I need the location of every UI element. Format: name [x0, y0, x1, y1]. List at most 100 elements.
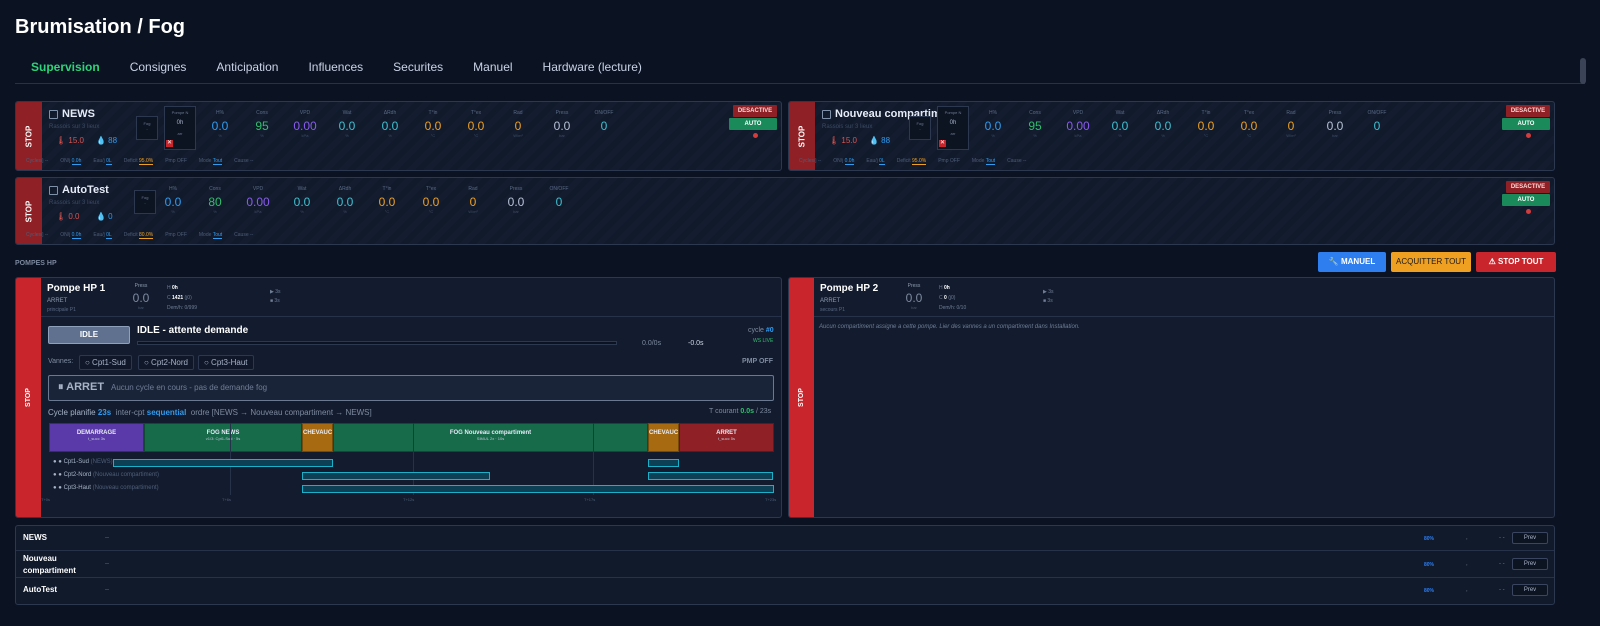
- tab-manuel[interactable]: Manuel: [473, 60, 513, 74]
- metric-h-: H% 0.0%: [164, 186, 182, 214]
- timeline-track: ● ● Cpt3-Haut (Nouveau compartiment): [49, 483, 774, 495]
- metric-wat: Wat 0.0%: [338, 110, 356, 138]
- page-title: Brumisation / Fog: [15, 16, 185, 38]
- pump-2-name: Pompe HP 2: [820, 283, 879, 294]
- cycle-number: cycle #0: [748, 327, 774, 334]
- compartment-checkbox[interactable]: [822, 109, 831, 119]
- compartment-footer: Cycles/j -- ON/j 0.0h Eau/j 0L Deficit 8…: [26, 232, 254, 239]
- compartment-checkbox[interactable]: [49, 109, 58, 119]
- metric-press: Press 0.0 bar: [507, 186, 525, 214]
- cycles-per-day: Cycles/j --: [799, 158, 822, 164]
- tab-securites[interactable]: Securites: [393, 60, 444, 74]
- pmp-off-status: PMP OFF: [742, 358, 773, 365]
- metric-cons: Cons 80%: [208, 186, 222, 214]
- tab-consignes[interactable]: Consignes: [129, 60, 187, 74]
- idle-state-button[interactable]: IDLE: [48, 326, 130, 344]
- metric-t-ex: T°ex 0.0 °C: [1240, 110, 1258, 138]
- water-per-day: Eau/j 0L: [93, 158, 112, 165]
- tab-supervision[interactable]: Supervision: [31, 60, 100, 74]
- compartment-stop-button[interactable]: STOP: [16, 102, 42, 170]
- metric-vpd: VPD 0.00 kPa: [246, 186, 270, 214]
- compartment-checkbox[interactable]: [49, 185, 58, 195]
- pump-1-times: ▶ 3s ■ 3s: [270, 289, 281, 304]
- pump-1-role: principale P1: [47, 307, 76, 313]
- table-row[interactable]: Nouveau compartiment -- 80% , - - Prev: [16, 551, 1554, 578]
- arret-status-box: [48, 375, 774, 401]
- compartment-subtitle: Rassois sur 3 lieux: [822, 124, 873, 130]
- deficit: Deficit 95.0%: [896, 158, 927, 165]
- metric-rad: Rad 0 W/m²: [513, 110, 523, 138]
- compartment-name: AutoTest: [49, 184, 109, 196]
- close-icon[interactable]: ✕: [166, 140, 173, 147]
- valve-open-bar: [113, 459, 333, 467]
- prev-button[interactable]: Prev: [1512, 532, 1548, 544]
- tab-hardware[interactable]: Hardware (lecture): [542, 60, 642, 74]
- metric-t-in: T°in 0.0 °C: [1197, 110, 1215, 138]
- metric-on-off: ON/OFF 0: [1367, 110, 1387, 133]
- table-row[interactable]: AutoTest -- 80% , - - Prev: [16, 578, 1554, 604]
- compartment-subtitle: Rassois sur 3 lieux: [49, 200, 100, 206]
- close-icon[interactable]: ✕: [939, 140, 946, 147]
- fog-box: Fog -: [909, 116, 931, 140]
- pump-2-times: ▶ 3s ■ 3s: [1043, 289, 1054, 304]
- humidity-value: 💧 88: [96, 136, 118, 145]
- timeline-axis-label: T+6s: [222, 497, 232, 502]
- metric-wat: Wat 0.0%: [1111, 110, 1129, 138]
- pump-1-info: H 0h C 1421 (j0) Dem/h: 0/999: [167, 285, 198, 311]
- desactive-button[interactable]: DESACTIVE: [1506, 105, 1550, 117]
- progress-value: 0.0/0s: [642, 340, 662, 347]
- idle-description: IDLE - attente demande: [137, 325, 249, 336]
- vanne-chip-cpt3-haut[interactable]: ○ Cpt3-Haut: [198, 355, 254, 370]
- pump-2-message: Aucun compartiment assigne a cette pompe…: [819, 324, 1080, 330]
- metric-on-off: ON/OFF 0: [549, 186, 569, 209]
- valve-open-bar: [648, 459, 679, 467]
- auto-button[interactable]: AUTO: [729, 118, 777, 130]
- metric-t-ex: T°ex 0.0 °C: [467, 110, 485, 138]
- metric-on-off: ON/OFF 0: [594, 110, 614, 133]
- timeline-segment: DEMARRAGE t_succ 3s: [49, 423, 144, 452]
- prev-button[interactable]: Prev: [1512, 558, 1548, 570]
- timeline-segment: ARRET t_succ 5s: [679, 423, 774, 452]
- track-label: ● ● Cpt3-Haut (Nouveau compartiment): [53, 485, 159, 491]
- mode: Mode Tout: [198, 232, 223, 239]
- auto-button[interactable]: AUTO: [1502, 118, 1550, 130]
- metric--rdh: ΔRdh 0.0%: [336, 186, 354, 214]
- timeline-axis-label: T+0s: [41, 497, 51, 502]
- desactive-button[interactable]: DESACTIVE: [1506, 181, 1550, 193]
- manuel-button[interactable]: 🔧 MANUEL: [1318, 252, 1386, 272]
- auto-button[interactable]: AUTO: [1502, 194, 1550, 206]
- cause: Cause --: [1007, 158, 1027, 164]
- pump-hp-2-panel: STOP Pompe HP 2 ARRET secours P1 Press 0.…: [788, 277, 1555, 518]
- cause: Cause --: [234, 232, 254, 238]
- timeline-axis-label: T+17s: [584, 497, 596, 502]
- stop-tout-button[interactable]: ⚠ STOP TOUT: [1476, 252, 1556, 272]
- metric-t-in: T°in 0.0 °C: [378, 186, 396, 214]
- metric-h-: H% 0.0%: [984, 110, 1002, 138]
- deficit: Deficit 95.0%: [123, 158, 154, 165]
- metric-rad: Rad 0 W/m²: [1286, 110, 1296, 138]
- compartment-summary-table: NEWS -- 80% , - - Prev Nouveau compartim…: [15, 525, 1555, 605]
- compartment-stop-button[interactable]: STOP: [789, 102, 815, 170]
- tab-influences[interactable]: Influences: [308, 60, 364, 74]
- pump-2-stop-button[interactable]: STOP: [789, 278, 814, 517]
- table-row[interactable]: NEWS -- 80% , - - Prev: [16, 526, 1554, 551]
- vanne-chip-cpt2-nord[interactable]: ○ Cpt2-Nord: [138, 355, 194, 370]
- metric-wat: Wat 0.0%: [293, 186, 311, 214]
- pump-2-info: H 0h C 0 (j0) Dem/h: 0/10: [939, 285, 967, 311]
- pump-2-pressure: Press 0.0 bar: [905, 283, 923, 310]
- compartment-footer: Cycles/j -- ON/j 0.0h Eau/j 0L Deficit 9…: [26, 158, 253, 165]
- metric--rdh: ΔRdh 0.0%: [1154, 110, 1172, 138]
- acquitter-tout-button[interactable]: ACQUITTER TOUT: [1391, 252, 1471, 272]
- pump-1-stop-button[interactable]: STOP: [16, 278, 41, 517]
- tab-anticipation[interactable]: Anticipation: [216, 60, 279, 74]
- pump-2-role: secours P1: [820, 307, 846, 313]
- compartment-stop-button[interactable]: STOP: [16, 178, 42, 244]
- vanne-chip-cpt1-sud[interactable]: ○ Cpt1-Sud: [79, 355, 132, 370]
- valve-open-bar: [302, 472, 490, 480]
- scrollbar-thumb[interactable]: [1580, 58, 1586, 84]
- timeline-track: ● ● Cpt1-Sud (NEWS): [49, 457, 774, 469]
- deficit: Deficit 80.0%: [123, 232, 154, 239]
- prev-button[interactable]: Prev: [1512, 584, 1548, 596]
- desactive-button[interactable]: DESACTIVE: [733, 105, 777, 117]
- timeline-segment: FOG Nouveau compartiment SIMUL 2x · 10s: [333, 423, 648, 452]
